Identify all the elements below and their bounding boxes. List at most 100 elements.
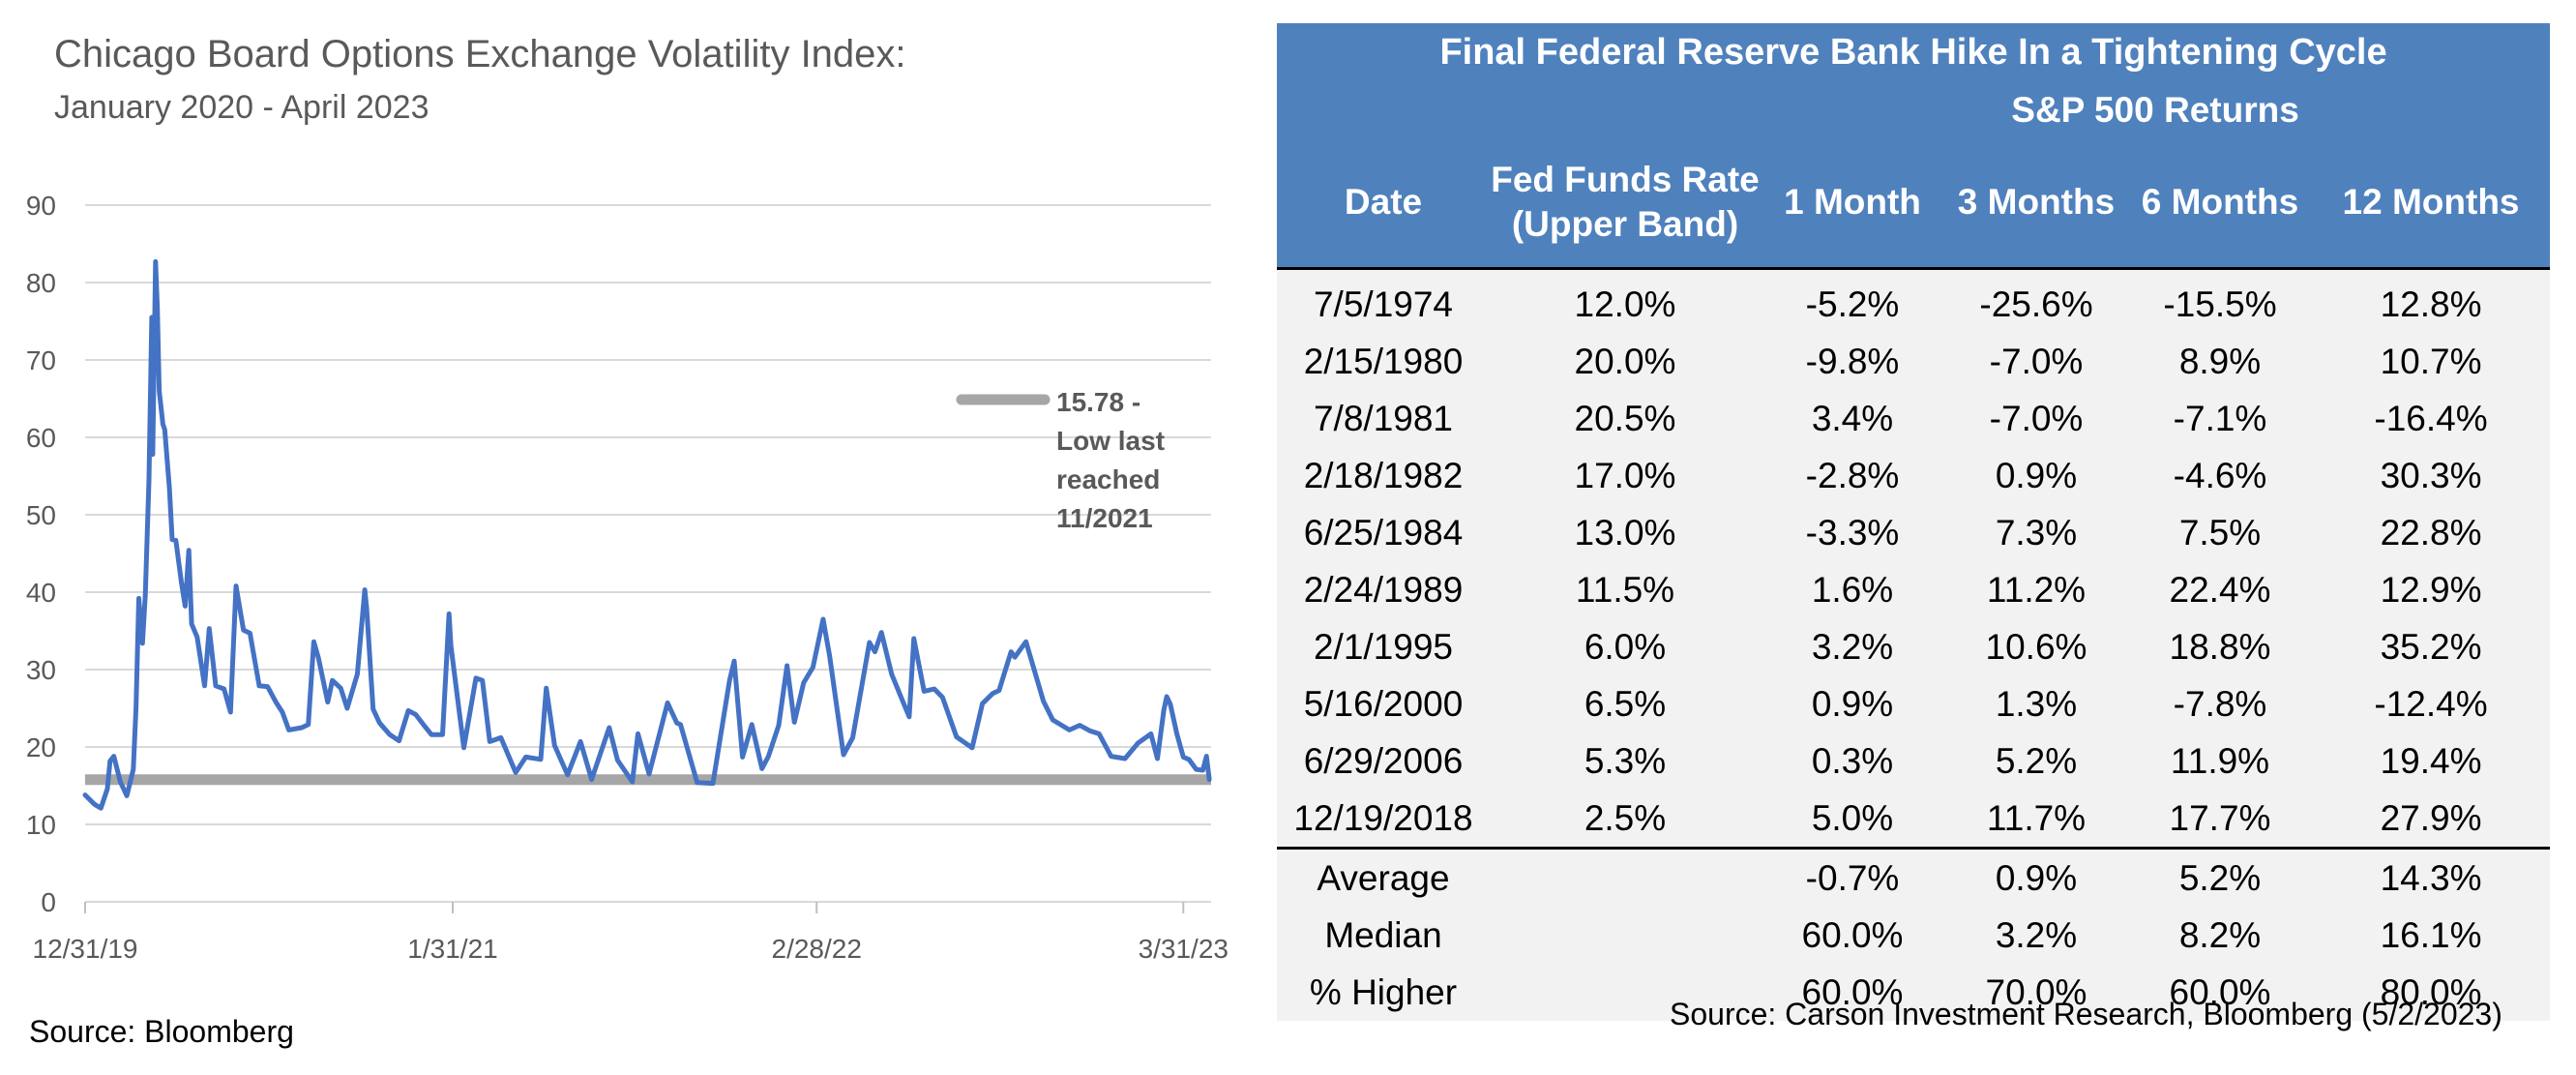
- table-row: 12/19/2018 2.5% 5.0% 11.7% 17.7% 27.9%: [1277, 790, 2551, 849]
- table-cell: 22.8%: [2312, 504, 2551, 561]
- table-cell: 20.0%: [1490, 333, 1761, 390]
- table-cell: 2/24/1989: [1277, 561, 1490, 618]
- column-header: Fed Funds Rate (Upper Band): [1490, 137, 1761, 270]
- table-cell: 12/19/2018: [1277, 790, 1490, 849]
- table-cell: 1.6%: [1761, 561, 1944, 618]
- annotation-text: 11/2021: [1056, 503, 1153, 533]
- summary-blank-cell: [1490, 964, 1761, 1021]
- table-cell: 20.5%: [1490, 390, 1761, 447]
- table-title: Final Federal Reserve Bank Hike In a Tig…: [1277, 23, 2551, 83]
- table-cell: 13.0%: [1490, 504, 1761, 561]
- summary-row: Median 60.0% 3.2% 8.2% 16.1%: [1277, 907, 2551, 964]
- table-cell: 17.7%: [2128, 790, 2312, 849]
- table-cell: 11.7%: [1944, 790, 2128, 849]
- y-tick-label: 30: [26, 655, 56, 685]
- table-cell: 3.2%: [1761, 618, 1944, 675]
- table-cell: -5.2%: [1761, 268, 1944, 333]
- summary-cell: 60.0%: [1761, 907, 1944, 964]
- summary-cell: 70.0%: [1944, 964, 2128, 1021]
- fed-hike-returns-table: Final Federal Reserve Bank Hike In a Tig…: [1277, 23, 2551, 1021]
- table-row: 6/29/2006 5.3% 0.3% 5.2% 11.9% 19.4%: [1277, 732, 2551, 790]
- summary-label: Median: [1277, 907, 1490, 964]
- table-cell: 8.9%: [2128, 333, 2312, 390]
- column-header: 6 Months: [2128, 137, 2312, 270]
- y-tick-label: 50: [26, 500, 56, 530]
- table-cell: 18.8%: [2128, 618, 2312, 675]
- table-cell: 7/5/1974: [1277, 268, 1490, 333]
- fed-hike-table-panel: Final Federal Reserve Bank Hike In a Tig…: [1277, 23, 2551, 1021]
- table-cell: -25.6%: [1944, 268, 2128, 333]
- summary-blank-cell: [1490, 847, 1761, 907]
- table-cell: -7.1%: [2128, 390, 2312, 447]
- table-cell: 11.9%: [2128, 732, 2312, 790]
- table-cell: 17.0%: [1490, 447, 1761, 504]
- table-cell: -15.5%: [2128, 268, 2312, 333]
- column-header: 3 Months: [1944, 137, 2128, 270]
- summary-row: % Higher 60.0% 70.0% 60.0% 80.0%: [1277, 964, 2551, 1021]
- y-tick-label: 70: [26, 345, 56, 375]
- summary-cell: 0.9%: [1944, 847, 2128, 907]
- chart-subtitle: January 2020 - April 2023: [54, 89, 429, 126]
- summary-blank-cell: [1490, 907, 1761, 964]
- table-cell: 12.9%: [2312, 561, 2551, 618]
- summary-cell: 5.2%: [2128, 847, 2312, 907]
- table-cell: 3.4%: [1761, 390, 1944, 447]
- column-header-row: Date Fed Funds Rate (Upper Band) 1 Month 3 M…: [1277, 137, 2551, 270]
- table-cell: 5.3%: [1490, 732, 1761, 790]
- table-cell: 5.2%: [1944, 732, 2128, 790]
- table-cell: 19.4%: [2312, 732, 2551, 790]
- column-header: 12 Months: [2312, 137, 2551, 270]
- summary-cell: 60.0%: [2128, 964, 2312, 1021]
- table-row: 7/8/1981 20.5% 3.4% -7.0% -7.1% -16.4%: [1277, 390, 2551, 447]
- table-cell: 7.3%: [1944, 504, 2128, 561]
- group-header-spacer: [1277, 83, 1761, 137]
- column-header: Date: [1277, 137, 1490, 270]
- table-cell: 5/16/2000: [1277, 675, 1490, 732]
- annotation-text: 15.78 -: [1056, 387, 1140, 417]
- table-cell: 0.3%: [1761, 732, 1944, 790]
- table-cell: -3.3%: [1761, 504, 1944, 561]
- x-tick-label: 12/31/19: [33, 934, 138, 964]
- vix-line-chart: 0 10 20 30 40 50 60 70 80 90 12/31/19 1/31/21 2/28/2…: [26, 191, 1229, 964]
- group-header-sp500: S&P 500 Returns: [1761, 83, 2551, 137]
- table-cell: 7/8/1981: [1277, 390, 1490, 447]
- table-cell: 6.0%: [1490, 618, 1761, 675]
- summary-cell: 80.0%: [2312, 964, 2551, 1021]
- table-cell: 2/1/1995: [1277, 618, 1490, 675]
- table-cell: 27.9%: [2312, 790, 2551, 849]
- y-tick-label: 0: [41, 887, 56, 917]
- summary-row: Average -0.7% 0.9% 5.2% 14.3%: [1277, 847, 2551, 907]
- vix-series-line: [82, 258, 1212, 811]
- table-source: Source: Carson Investment Research, Bloo…: [1670, 997, 2502, 1031]
- table-row: 2/18/1982 17.0% -2.8% 0.9% -4.6% 30.3%: [1277, 447, 2551, 504]
- table-cell: 5.0%: [1761, 790, 1944, 849]
- table-cell: 6.5%: [1490, 675, 1761, 732]
- table-row: 6/25/1984 13.0% -3.3% 7.3% 7.5% 22.8%: [1277, 504, 2551, 561]
- y-tick-label: 80: [26, 268, 56, 298]
- table-cell: -12.4%: [2312, 675, 2551, 732]
- summary-label: Average: [1277, 847, 1490, 907]
- table-cell: 2/15/1980: [1277, 333, 1490, 390]
- x-tick-label: 3/31/23: [1139, 934, 1229, 964]
- table-body: 7/5/1974 12.0% -5.2% -25.6% -15.5% 12.8% 2/15/…: [1277, 268, 2551, 1021]
- table-cell: -7.8%: [2128, 675, 2312, 732]
- table-cell: 0.9%: [1944, 447, 2128, 504]
- table-row: 5/16/2000 6.5% 0.9% 1.3% -7.8% -12.4%: [1277, 675, 2551, 732]
- table-cell: 12.0%: [1490, 268, 1761, 333]
- y-tick-label: 60: [26, 423, 56, 453]
- y-tick-label: 90: [26, 191, 56, 221]
- table-cell: -4.6%: [2128, 447, 2312, 504]
- table-cell: 12.8%: [2312, 268, 2551, 333]
- summary-cell: 3.2%: [1944, 907, 2128, 964]
- summary-label: % Higher: [1277, 964, 1490, 1021]
- table-cell: 2/18/1982: [1277, 447, 1490, 504]
- annotation-text: Low last: [1056, 426, 1165, 456]
- table-cell: -7.0%: [1944, 390, 2128, 447]
- table-cell: -9.8%: [1761, 333, 1944, 390]
- table-cell: 6/25/1984: [1277, 504, 1490, 561]
- y-tick-label: 20: [26, 732, 56, 762]
- chart-title: Chicago Board Options Exchange Volatilit…: [54, 33, 906, 75]
- table-cell: 1.3%: [1944, 675, 2128, 732]
- table-cell: 11.2%: [1944, 561, 2128, 618]
- column-header: 1 Month: [1761, 137, 1944, 270]
